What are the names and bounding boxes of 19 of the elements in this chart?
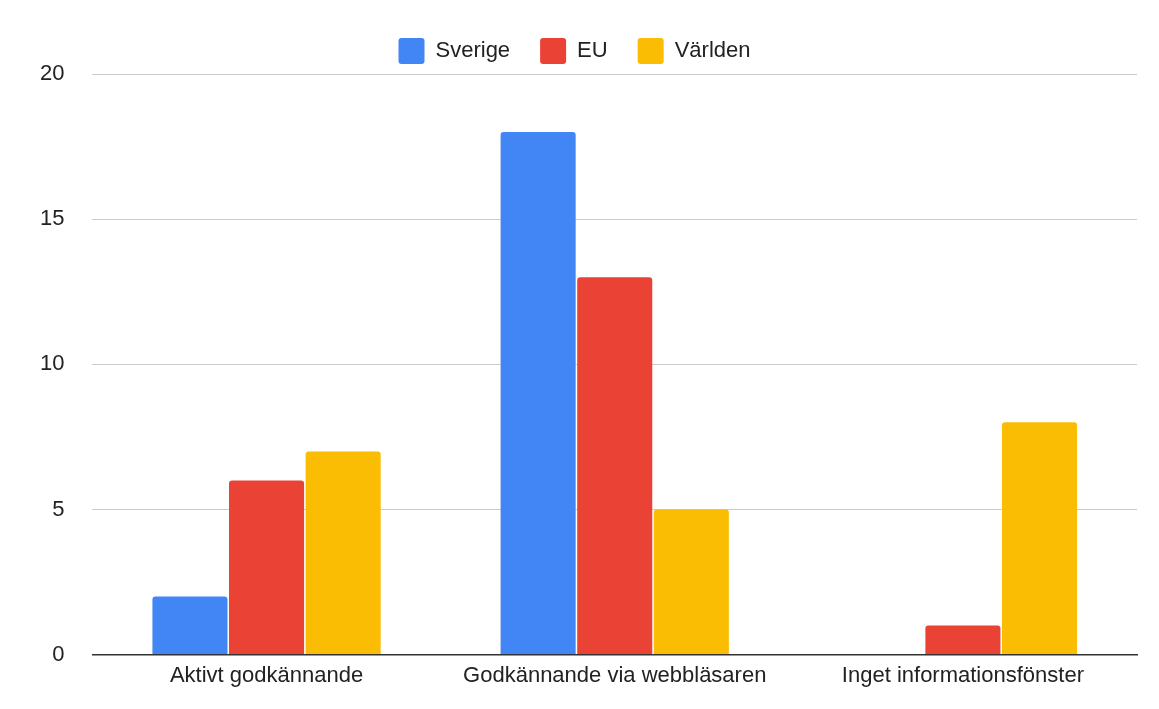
bar: [305, 451, 381, 655]
x-tick-label: Inget informationsfönster: [841, 661, 1084, 687]
bar: [229, 480, 305, 655]
bar: [152, 596, 228, 655]
bar: [577, 277, 653, 655]
y-tick-label: 20: [39, 60, 65, 86]
bar: [500, 132, 576, 655]
legend-label: EU: [577, 37, 608, 63]
x-tick-label: Aktivt godkännande: [169, 661, 364, 687]
x-tick-label: Godkännande via webbläsaren: [463, 661, 767, 687]
y-tick-label: 0: [52, 640, 65, 666]
y-tick-label: 10: [39, 350, 65, 376]
y-tick-label: 15: [39, 205, 65, 231]
bar: [1001, 422, 1078, 655]
bar: [925, 625, 1001, 655]
y-tick-label: 5: [52, 495, 65, 521]
bar: [653, 509, 729, 655]
legend-label: Världen: [674, 37, 751, 63]
legend-label: Sverige: [435, 37, 511, 63]
